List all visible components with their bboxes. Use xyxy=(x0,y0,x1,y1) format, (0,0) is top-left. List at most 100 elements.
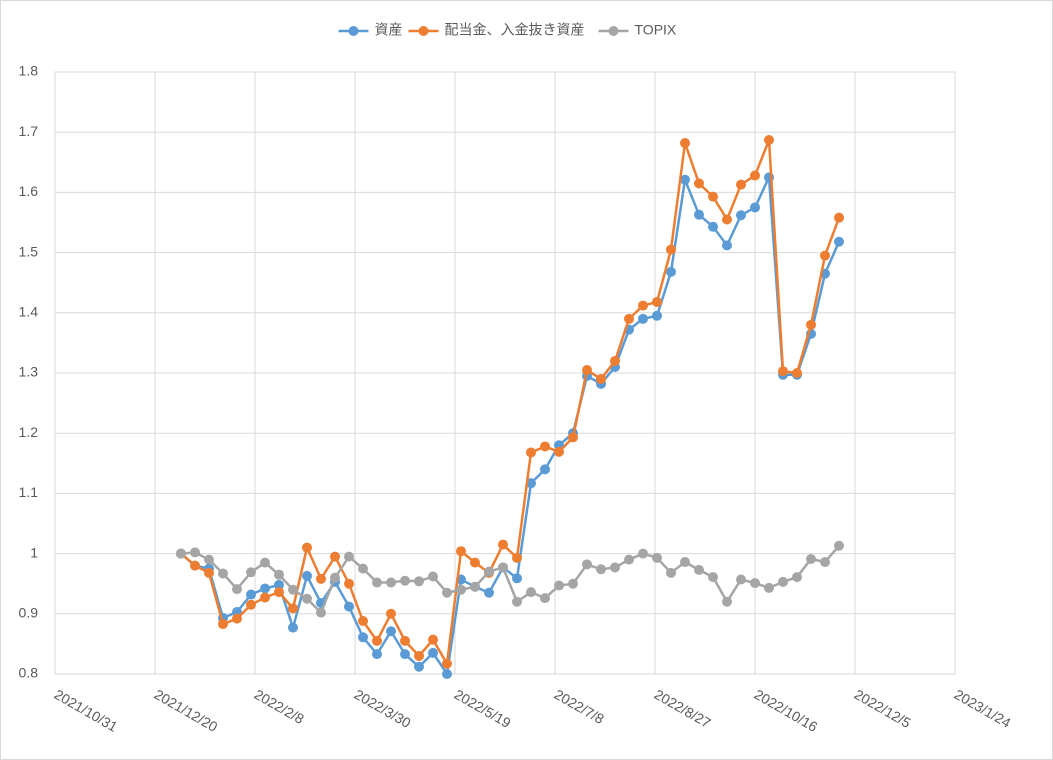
data-point xyxy=(302,542,312,553)
data-point xyxy=(666,567,676,578)
data-point xyxy=(638,313,648,324)
data-point xyxy=(680,138,690,149)
data-point xyxy=(708,221,718,232)
data-point xyxy=(414,576,424,587)
data-point xyxy=(260,583,270,594)
data-point xyxy=(442,587,452,598)
data-point xyxy=(274,579,284,590)
data-point xyxy=(806,554,816,565)
y-tick-label: 1.8 xyxy=(19,63,39,79)
data-point xyxy=(834,540,844,551)
data-point xyxy=(386,608,396,619)
data-point xyxy=(330,572,340,583)
data-point xyxy=(736,574,746,585)
data-point xyxy=(512,552,522,563)
data-point xyxy=(484,566,494,577)
data-point xyxy=(638,548,648,559)
data-point xyxy=(694,209,704,220)
data-point xyxy=(302,570,312,581)
y-tick-label: 1.1 xyxy=(19,484,39,500)
data-point xyxy=(456,546,466,557)
y-tick-label: 1.2 xyxy=(19,424,39,440)
data-point xyxy=(190,560,200,571)
data-point xyxy=(428,647,438,658)
data-point xyxy=(820,250,830,261)
data-point xyxy=(610,355,620,366)
legend-marker xyxy=(418,26,429,36)
data-point xyxy=(764,135,774,146)
y-tick-label: 1.7 xyxy=(19,123,39,139)
data-point xyxy=(400,649,410,660)
data-point xyxy=(694,564,704,575)
data-point xyxy=(274,587,284,598)
data-point xyxy=(736,210,746,221)
data-point xyxy=(442,658,452,669)
data-point xyxy=(414,650,424,661)
data-point xyxy=(806,319,816,330)
data-point xyxy=(302,593,312,604)
data-point xyxy=(792,572,802,583)
data-point xyxy=(666,266,676,277)
data-point xyxy=(372,635,382,646)
y-tick-label: 1.4 xyxy=(19,304,39,320)
y-tick-label: 1 xyxy=(30,544,38,560)
data-point xyxy=(372,577,382,588)
data-point xyxy=(540,464,550,475)
data-point xyxy=(764,582,774,593)
data-point xyxy=(624,313,634,324)
legend-label: 配当金、入金抜き資産 xyxy=(445,22,585,38)
data-point xyxy=(722,240,732,251)
data-point xyxy=(260,557,270,568)
data-point xyxy=(568,432,578,443)
data-point xyxy=(778,366,788,377)
data-point xyxy=(484,587,494,598)
data-point xyxy=(512,596,522,607)
data-point xyxy=(736,179,746,190)
data-point xyxy=(288,622,298,633)
data-point xyxy=(526,447,536,458)
data-point xyxy=(722,596,732,607)
data-point xyxy=(638,300,648,311)
data-point xyxy=(344,551,354,562)
data-point xyxy=(400,575,410,586)
data-point xyxy=(666,244,676,255)
data-point xyxy=(834,212,844,223)
data-point xyxy=(470,557,480,568)
data-point xyxy=(652,552,662,563)
y-tick-label: 0.8 xyxy=(19,665,39,681)
data-point xyxy=(358,632,368,643)
data-point xyxy=(428,634,438,645)
y-tick-label: 1.6 xyxy=(19,183,39,199)
data-point xyxy=(834,236,844,247)
data-point xyxy=(820,557,830,568)
data-point xyxy=(190,547,200,558)
data-point xyxy=(750,170,760,181)
data-point xyxy=(358,616,368,627)
data-point xyxy=(498,539,508,550)
data-point xyxy=(750,578,760,589)
data-point xyxy=(596,564,606,575)
data-point xyxy=(260,592,270,603)
data-point xyxy=(232,584,242,595)
data-point xyxy=(246,567,256,578)
data-point xyxy=(246,599,256,610)
data-point xyxy=(624,554,634,565)
legend-label: TOPIX xyxy=(635,22,677,38)
data-point xyxy=(554,446,564,457)
data-point xyxy=(232,613,242,624)
data-point xyxy=(680,174,690,185)
data-point xyxy=(288,603,298,614)
data-point xyxy=(652,310,662,321)
data-point xyxy=(540,593,550,604)
data-point xyxy=(750,202,760,213)
data-point xyxy=(386,626,396,637)
y-tick-label: 1.3 xyxy=(19,364,39,380)
data-point xyxy=(512,573,522,584)
data-point xyxy=(568,578,578,589)
data-point xyxy=(708,572,718,583)
data-point xyxy=(778,576,788,587)
data-point xyxy=(288,584,298,595)
y-tick-label: 1.5 xyxy=(19,243,39,259)
data-point xyxy=(722,214,732,225)
data-point xyxy=(554,580,564,591)
